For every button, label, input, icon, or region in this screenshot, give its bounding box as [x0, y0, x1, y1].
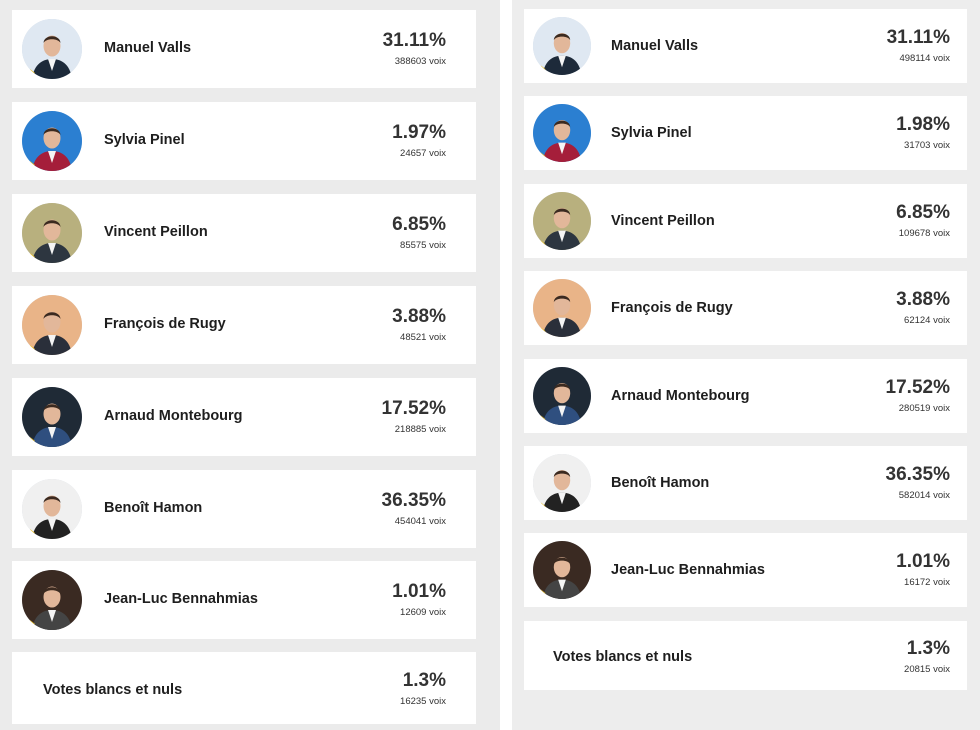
- candidate-card-bennahmias[interactable]: Jean-Luc Bennahmias 1.01% 12609 voix: [12, 561, 476, 639]
- candidate-percent: 17.52%: [885, 377, 950, 398]
- candidate-card-valls[interactable]: Manuel Valls 31.11% 388603 voix: [12, 10, 476, 88]
- candidate-percent: 17.52%: [381, 398, 446, 419]
- blank-votes-count: 16235 voix: [400, 696, 446, 707]
- blank-votes-percent: 1.3%: [906, 638, 950, 659]
- candidate-name: Vincent Peillon: [611, 213, 715, 229]
- blank-votes-card: Votes blancs et nuls 1.3% 20815 voix: [524, 621, 967, 690]
- candidate-percent: 3.88%: [896, 289, 950, 310]
- candidate-name: Benoît Hamon: [104, 500, 203, 516]
- candidate-name: Manuel Valls: [611, 38, 699, 54]
- candidate-card-hamon[interactable]: Benoît Hamon 36.35% 454041 voix: [12, 470, 476, 548]
- candidate-votes: 280519 voix: [898, 403, 950, 414]
- candidate-name: Benoît Hamon: [611, 475, 710, 491]
- candidate-votes: 16172 voix: [904, 577, 950, 588]
- portrait-icon: [22, 19, 82, 79]
- candidate-card-pinel[interactable]: Sylvia Pinel 1.97% 24657 voix: [12, 102, 476, 180]
- candidate-votes: 218885 voix: [394, 424, 446, 435]
- candidate-percent: 1.01%: [896, 551, 950, 572]
- blank-votes-label: Votes blancs et nuls: [43, 682, 183, 698]
- candidate-percent: 3.88%: [392, 306, 446, 327]
- portrait-icon: [22, 387, 82, 447]
- portrait-icon: [533, 541, 591, 599]
- blank-votes-label: Votes blancs et nuls: [553, 649, 693, 665]
- candidate-percent: 1.97%: [392, 122, 446, 143]
- blank-votes-count: 20815 voix: [904, 664, 950, 675]
- candidate-name: Manuel Valls: [104, 40, 192, 56]
- candidate-votes: 31703 voix: [904, 140, 950, 151]
- candidate-name: Sylvia Pinel: [611, 125, 692, 141]
- candidate-votes: 388603 voix: [394, 56, 446, 67]
- candidate-name: Arnaud Montebourg: [611, 388, 750, 404]
- candidate-votes: 109678 voix: [898, 228, 950, 239]
- results-panel-right: Manuel Valls 31.11% 498114 voix Sylvia P…: [512, 0, 980, 730]
- candidate-votes: 24657 voix: [400, 148, 446, 159]
- candidate-name: François de Rugy: [104, 316, 226, 332]
- portrait-icon: [22, 203, 82, 263]
- candidate-name: François de Rugy: [611, 300, 733, 316]
- candidate-votes: 48521 voix: [400, 332, 446, 343]
- candidate-card-peillon[interactable]: Vincent Peillon 6.85% 109678 voix: [524, 184, 967, 258]
- candidate-name: Jean-Luc Bennahmias: [104, 591, 258, 607]
- portrait-icon: [22, 570, 82, 630]
- candidate-percent: 1.01%: [392, 581, 446, 602]
- portrait-icon: [533, 104, 591, 162]
- candidate-votes: 454041 voix: [394, 516, 446, 527]
- results-panel-left: Manuel Valls 31.11% 388603 voix Sylvia P…: [12, 10, 476, 724]
- portrait-icon: [22, 111, 82, 171]
- candidate-percent: 36.35%: [885, 464, 950, 485]
- candidate-votes: 62124 voix: [904, 315, 950, 326]
- candidate-name: Arnaud Montebourg: [104, 408, 243, 424]
- candidate-card-montebourg[interactable]: Arnaud Montebourg 17.52% 218885 voix: [12, 378, 476, 456]
- portrait-icon: [22, 295, 82, 355]
- portrait-icon: [22, 479, 82, 539]
- candidate-card-pinel[interactable]: Sylvia Pinel 1.98% 31703 voix: [524, 96, 967, 170]
- candidate-percent: 36.35%: [381, 490, 446, 511]
- candidate-card-bennahmias[interactable]: Jean-Luc Bennahmias 1.01% 16172 voix: [524, 533, 967, 607]
- candidate-card-hamon[interactable]: Benoît Hamon 36.35% 582014 voix: [524, 446, 967, 520]
- candidate-card-montebourg[interactable]: Arnaud Montebourg 17.52% 280519 voix: [524, 359, 967, 433]
- candidate-name: Vincent Peillon: [104, 224, 208, 240]
- portrait-icon: [533, 279, 591, 337]
- portrait-icon: [533, 192, 591, 250]
- candidate-name: Sylvia Pinel: [104, 132, 185, 148]
- blank-votes-percent: 1.3%: [402, 670, 446, 691]
- candidate-percent: 1.98%: [896, 114, 950, 135]
- candidate-card-rugy[interactable]: François de Rugy 3.88% 48521 voix: [12, 286, 476, 364]
- candidate-percent: 6.85%: [896, 202, 950, 223]
- candidate-votes: 498114 voix: [899, 53, 950, 64]
- portrait-icon: [533, 454, 591, 512]
- portrait-icon: [533, 17, 591, 75]
- blank-votes-card: Votes blancs et nuls 1.3% 16235 voix: [12, 652, 476, 724]
- candidate-percent: 31.11%: [382, 30, 446, 51]
- candidate-card-valls[interactable]: Manuel Valls 31.11% 498114 voix: [524, 9, 967, 83]
- candidate-votes: 12609 voix: [400, 607, 446, 618]
- column-divider: [500, 0, 512, 730]
- candidate-percent: 31.11%: [886, 27, 950, 48]
- candidate-votes: 582014 voix: [898, 490, 950, 501]
- candidate-name: Jean-Luc Bennahmias: [611, 562, 765, 578]
- portrait-icon: [533, 367, 591, 425]
- candidate-percent: 6.85%: [392, 214, 446, 235]
- candidate-card-rugy[interactable]: François de Rugy 3.88% 62124 voix: [524, 271, 967, 345]
- candidate-card-peillon[interactable]: Vincent Peillon 6.85% 85575 voix: [12, 194, 476, 272]
- candidate-votes: 85575 voix: [400, 240, 446, 251]
